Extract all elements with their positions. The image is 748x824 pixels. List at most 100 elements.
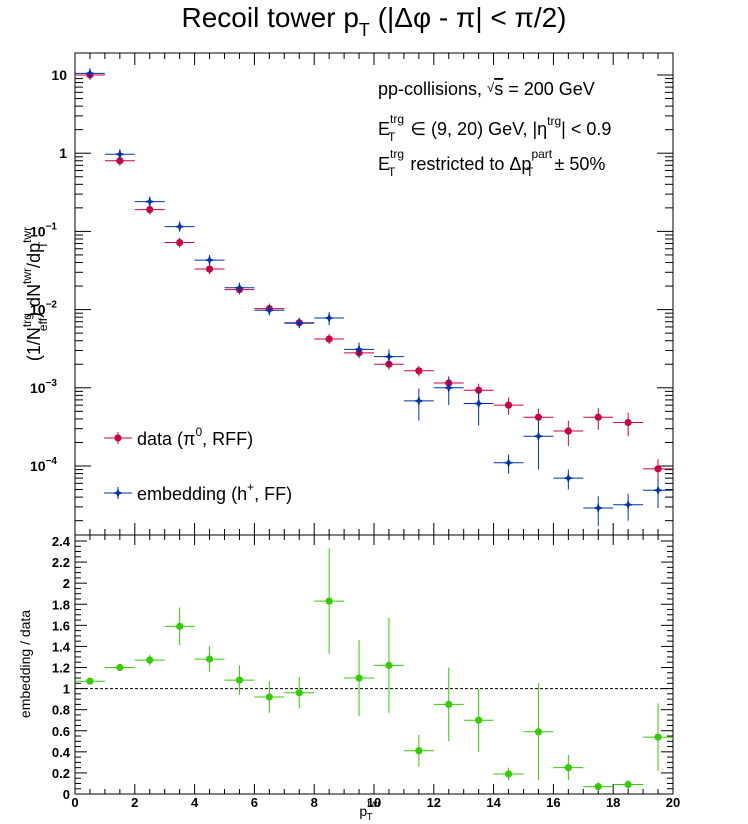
x-tick-label: 8 <box>311 795 318 810</box>
bottom-y-tick-label: 1.2 <box>52 661 70 676</box>
embedding-marker <box>473 397 485 409</box>
title-rest: (|Δφ - π| < π/2) <box>370 2 567 33</box>
ylabel-c-sup: twr <box>20 227 34 243</box>
ratio-marker <box>654 733 662 741</box>
legend-entry-data: data (π0, RFF) <box>104 425 253 449</box>
embedding-point <box>194 254 225 266</box>
annotation-eta-cut: | < 0.9 <box>561 119 611 139</box>
embedding-point <box>224 282 255 294</box>
embedding-marker <box>353 343 365 355</box>
xlabel-sup: twr <box>367 799 381 810</box>
ratio-point <box>224 665 255 695</box>
data-marker <box>205 265 214 273</box>
embedding-point <box>254 304 285 316</box>
embedding-point <box>344 342 374 359</box>
embedding-marker <box>652 484 664 496</box>
data-marker <box>534 413 543 421</box>
ratio-point <box>403 734 434 767</box>
embedding-marker <box>592 502 604 514</box>
ratio-marker <box>564 764 572 772</box>
bottom-y-tick-label: 1 <box>63 682 70 697</box>
ratio-point <box>523 683 554 781</box>
embedding-marker <box>204 254 216 266</box>
ratio-marker <box>146 656 154 664</box>
e-sup-2: trg <box>390 147 404 161</box>
x-tick-label: 2 <box>131 795 138 810</box>
x-tick-label: 20 <box>666 795 680 810</box>
legend-data-label: data (π0, RFF) <box>137 425 253 449</box>
bottom-y-tick-label: 0.6 <box>52 724 70 739</box>
legend-embedding-label-main: embedding (h <box>137 484 247 504</box>
embedding-point <box>75 67 105 79</box>
ratio-marker <box>86 677 94 685</box>
embedding-point <box>643 478 673 509</box>
legend-data-label-sup: 0 <box>195 425 202 439</box>
ratio-point <box>463 688 494 752</box>
xlabel-main: p <box>359 803 367 819</box>
e-sub: T <box>388 130 396 144</box>
ratio-point <box>134 654 165 666</box>
legend-embedding-marker <box>112 487 124 499</box>
bottom-y-tick-label: 0.8 <box>52 703 70 718</box>
bottom-y-tick-label: 0.2 <box>52 766 70 781</box>
ylabel-a-sup: trg <box>20 313 34 327</box>
ratio-point <box>314 548 345 654</box>
data-marker <box>504 401 513 409</box>
ylabel-b-sup: twr <box>20 268 34 284</box>
top-y-tick-label: 1 <box>59 145 67 161</box>
tick-base: 10 <box>30 223 46 239</box>
ratio-point <box>164 607 195 646</box>
annotation-energy: = 200 GeV <box>503 79 595 99</box>
ratio-marker <box>534 728 543 736</box>
ratio-point <box>583 782 614 791</box>
top-y-tick-label: 10−1 <box>30 221 57 239</box>
legend-data-label-main: data (π <box>137 429 195 449</box>
embedding-point <box>553 469 584 490</box>
top-y-tick-label: 10 <box>51 67 67 83</box>
tick-base: 10 <box>30 302 46 318</box>
bottom-data-marks <box>75 548 673 791</box>
bottom-y-tick-label: 1.6 <box>52 618 70 633</box>
embedding-marker <box>84 67 96 79</box>
top-y-axis-label: (1/Ntrg eff) dNtwr/dptwrT <box>20 227 50 361</box>
ratio-marker <box>415 747 423 755</box>
embedding-point <box>433 376 464 406</box>
ratio-marker <box>504 770 513 778</box>
embedding-point <box>463 390 494 426</box>
ratio-point <box>553 754 584 781</box>
ratio-marker <box>355 674 363 682</box>
data-marker <box>176 238 184 247</box>
data-point <box>194 264 225 275</box>
e-sup: trg <box>390 112 404 126</box>
ratio-point <box>493 767 524 781</box>
ylabel-a: (1/N <box>24 327 44 361</box>
annotation-trigger-range-text: ∈ (9, 20) GeV, |η <box>405 119 547 139</box>
data-marker <box>594 413 602 421</box>
data-point <box>164 237 195 248</box>
ratio-point <box>374 617 404 713</box>
embedding-marker <box>114 148 126 160</box>
embedding-marker <box>532 430 544 442</box>
ratio-point <box>284 676 315 709</box>
embedding-marker <box>174 221 186 233</box>
embedding-marker <box>562 472 574 484</box>
e-symbol: E <box>378 119 390 139</box>
tick-exp: −4 <box>46 456 58 467</box>
embedding-point <box>403 388 434 421</box>
ylabel-b: ) dN <box>24 284 44 318</box>
ratio-point <box>344 640 374 716</box>
x-tick-label: 18 <box>606 795 620 810</box>
embedding-point <box>523 419 554 470</box>
ratio-marker <box>624 780 632 789</box>
embedding-marker <box>293 317 305 329</box>
embedding-point <box>134 196 165 208</box>
x-tick-label: 4 <box>191 795 199 810</box>
top-y-tick-label: 10−2 <box>30 300 57 318</box>
embedding-marker <box>144 196 156 208</box>
x-tick-label: 14 <box>486 795 501 810</box>
annotation-trigger-range: Etrg T ∈ (9, 20) GeV, |ηtrg| < 0.9 <box>378 112 611 144</box>
data-point <box>583 408 614 430</box>
data-marker <box>146 206 154 214</box>
